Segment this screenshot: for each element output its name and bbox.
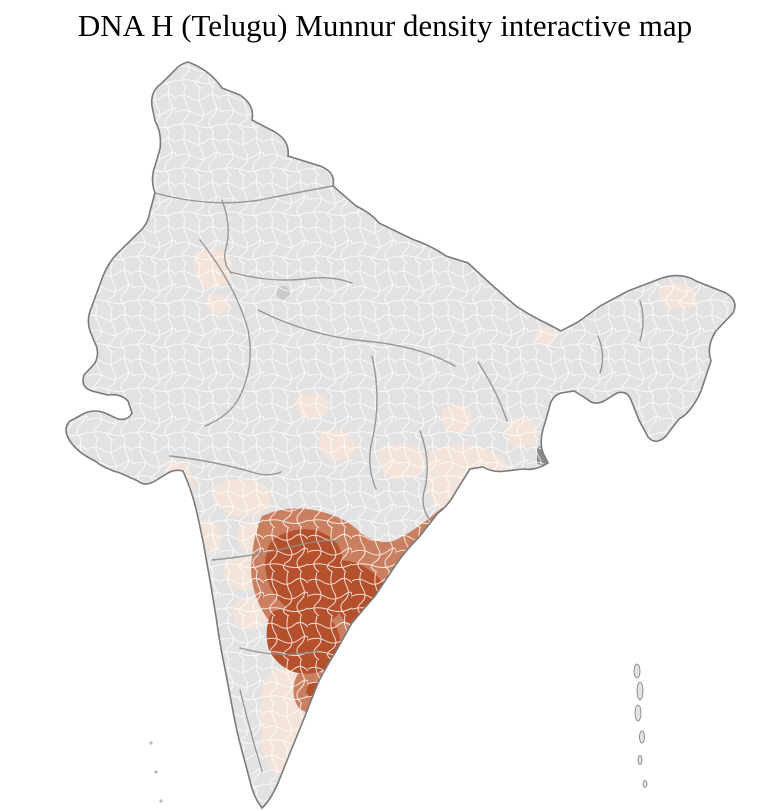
state-border-line xyxy=(221,199,232,274)
state-border-line xyxy=(239,689,263,772)
andaman-islands xyxy=(633,663,648,788)
island[interactable] xyxy=(636,681,644,701)
state-border-line xyxy=(639,300,644,342)
island[interactable] xyxy=(637,755,643,765)
lakshadweep-islands xyxy=(149,741,163,803)
state-border-line xyxy=(257,309,456,367)
island[interactable] xyxy=(633,663,641,679)
state-borders xyxy=(154,185,644,772)
state-border-line xyxy=(169,455,282,476)
island[interactable] xyxy=(642,780,648,788)
state-border-line xyxy=(477,361,508,422)
state-border-line xyxy=(229,271,353,284)
island[interactable] xyxy=(159,799,163,803)
island[interactable] xyxy=(639,730,645,744)
page-title: DNA H (Telugu) Munnur density interactiv… xyxy=(77,8,693,43)
island[interactable] xyxy=(634,704,642,722)
state-border-line xyxy=(199,239,251,427)
state-border-line xyxy=(369,355,378,490)
state-border-line xyxy=(154,185,334,204)
state-border-line xyxy=(211,539,339,561)
state-border-line xyxy=(597,335,604,374)
island[interactable] xyxy=(149,741,153,745)
island[interactable] xyxy=(154,770,158,774)
state-border-line xyxy=(239,647,319,656)
state-border-line xyxy=(419,430,432,522)
